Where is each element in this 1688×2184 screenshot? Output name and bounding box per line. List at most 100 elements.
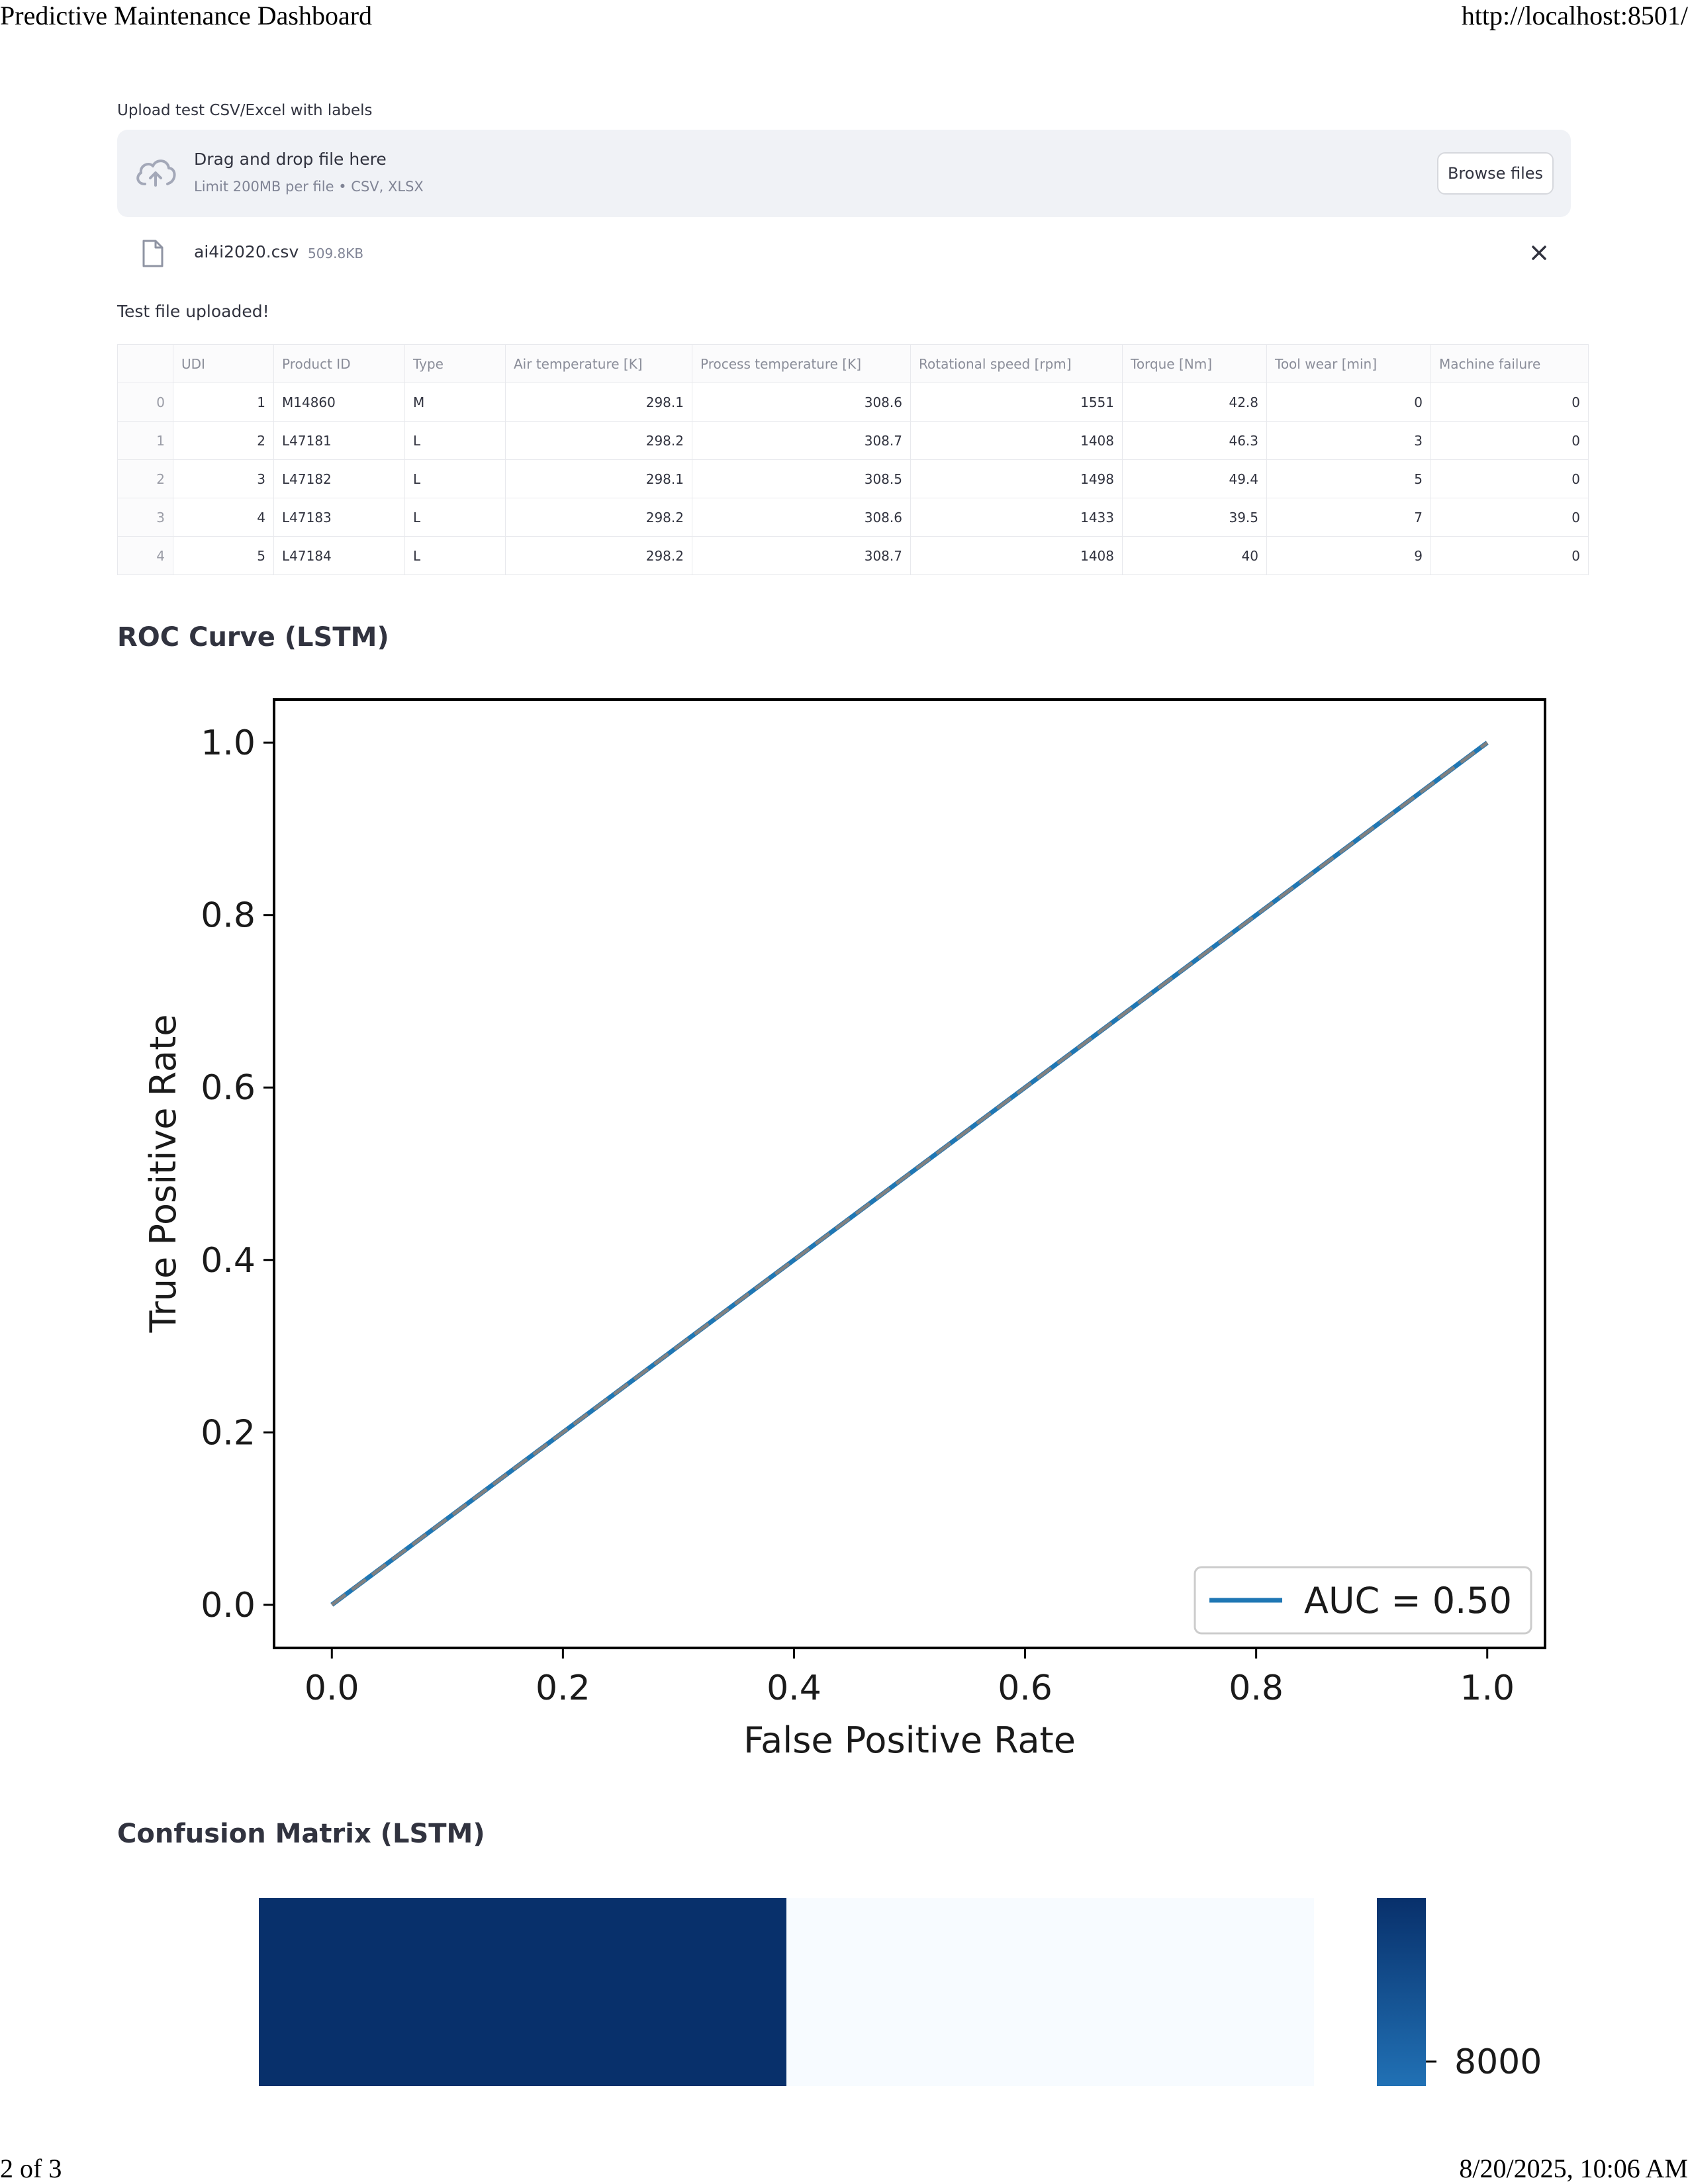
table-cell[interactable]: 308.7 xyxy=(692,421,911,460)
column-header[interactable]: Rotational speed [rpm] xyxy=(910,344,1123,383)
table-cell[interactable]: 4 xyxy=(173,498,274,537)
y-axis-label: True Positive Rate xyxy=(142,1014,184,1333)
table-cell[interactable]: 0 xyxy=(1266,383,1431,422)
table-cell[interactable]: 46.3 xyxy=(1122,421,1267,460)
row-index: 2 xyxy=(117,459,173,498)
table-cell[interactable]: L xyxy=(404,421,506,460)
table-cell[interactable]: 298.1 xyxy=(505,459,692,498)
table-cell[interactable]: 5 xyxy=(173,536,274,575)
uploaded-file-row: ai4i2020.csv 509.8KB xyxy=(117,233,1571,273)
table-cell[interactable]: 1 xyxy=(173,383,274,422)
browse-files-button[interactable]: Browse files xyxy=(1437,152,1554,195)
column-header[interactable]: Machine failure xyxy=(1430,344,1589,383)
table-cell[interactable]: 9 xyxy=(1266,536,1431,575)
table-cell[interactable]: 3 xyxy=(1266,421,1431,460)
table-cell[interactable]: 308.6 xyxy=(692,498,911,537)
column-header[interactable]: Tool wear [min] xyxy=(1266,344,1431,383)
dropzone-limit: Limit 200MB per file • CSV, XLSX xyxy=(194,179,424,195)
column-header[interactable]: Air temperature [K] xyxy=(505,344,692,383)
table-cell[interactable]: L xyxy=(404,536,506,575)
table-cell[interactable]: 5 xyxy=(1266,459,1431,498)
table-cell[interactable]: L xyxy=(404,459,506,498)
table-header-row: UDI Product ID Type Air temperature [K] … xyxy=(117,344,1589,383)
table-cell[interactable]: L47181 xyxy=(273,421,405,460)
column-header[interactable] xyxy=(117,344,173,383)
column-header[interactable]: UDI xyxy=(173,344,274,383)
uploaded-file-size: 509.8KB xyxy=(308,246,364,261)
row-index: 4 xyxy=(117,536,173,575)
close-icon[interactable] xyxy=(1526,240,1552,266)
y-tick-label: 0.0 xyxy=(201,1586,256,1625)
table-cell[interactable]: 1551 xyxy=(910,383,1123,422)
legend-entry: AUC = 0.50 xyxy=(1304,1580,1512,1621)
column-header[interactable]: Product ID xyxy=(273,344,405,383)
table-cell[interactable]: 40 xyxy=(1122,536,1267,575)
table-cell[interactable]: 1408 xyxy=(910,421,1123,460)
table-cell[interactable]: 298.2 xyxy=(505,421,692,460)
x-tick-label: 0.8 xyxy=(1229,1668,1284,1708)
colorbar-tick-label: 8000 xyxy=(1454,2042,1542,2082)
table-cell[interactable]: 1498 xyxy=(910,459,1123,498)
table-cell[interactable]: 0 xyxy=(1430,383,1589,422)
heatmap-cell xyxy=(259,1898,786,2086)
print-header-title: Predictive Maintenance Dashboard xyxy=(0,1,373,30)
table-cell[interactable]: 42.8 xyxy=(1122,383,1267,422)
table-cell[interactable]: 308.6 xyxy=(692,383,911,422)
table-cell[interactable]: 0 xyxy=(1430,536,1589,575)
cm-section-title: Confusion Matrix (LSTM) xyxy=(117,1819,485,1849)
table-row: 3 4 L47183 L 298.2 308.6 1433 39.5 7 0 xyxy=(117,498,1589,537)
dropzone-title: Drag and drop file here xyxy=(194,150,387,169)
column-header[interactable]: Torque [Nm] xyxy=(1122,344,1267,383)
table-cell[interactable]: 0 xyxy=(1430,498,1589,537)
roc-chart: 0.0 0.2 0.4 0.6 0.8 1.0 0.0 0.2 0.4 0.6 0.8 1.0 Fal… xyxy=(142,698,1546,1761)
table-cell[interactable]: 49.4 xyxy=(1122,459,1267,498)
uploader-label: Upload test CSV/Excel with labels xyxy=(117,102,373,119)
table-cell[interactable]: 39.5 xyxy=(1122,498,1267,537)
data-preview-table[interactable]: UDI Product ID Type Air temperature [K] … xyxy=(117,344,1589,575)
uploaded-file-name: ai4i2020.csv xyxy=(194,242,299,261)
table-cell[interactable]: 1408 xyxy=(910,536,1123,575)
table-cell[interactable]: 2 xyxy=(173,421,274,460)
table-cell[interactable]: 298.2 xyxy=(505,498,692,537)
table-cell[interactable]: L47182 xyxy=(273,459,405,498)
table-cell[interactable]: 1433 xyxy=(910,498,1123,537)
table-cell[interactable]: M14860 xyxy=(273,383,405,422)
table-cell[interactable]: 3 xyxy=(173,459,274,498)
table-cell[interactable]: L47183 xyxy=(273,498,405,537)
x-tick-label: 1.0 xyxy=(1460,1668,1515,1708)
table-cell[interactable]: L47184 xyxy=(273,536,405,575)
legend: AUC = 0.50 xyxy=(1194,1566,1532,1635)
table-row: 2 3 L47182 L 298.1 308.5 1498 49.4 5 0 xyxy=(117,459,1589,498)
table-cell[interactable]: 308.7 xyxy=(692,536,911,575)
table-row: 4 5 L47184 L 298.2 308.7 1408 40 9 0 xyxy=(117,536,1589,575)
table-cell[interactable]: L xyxy=(404,498,506,537)
table-cell[interactable]: 308.5 xyxy=(692,459,911,498)
table-cell[interactable]: 7 xyxy=(1266,498,1431,537)
legend-box xyxy=(1194,1566,1532,1635)
row-index: 0 xyxy=(117,383,173,422)
y-tick-label: 0.2 xyxy=(201,1413,256,1453)
y-tick-label: 1.0 xyxy=(201,723,256,763)
y-tick-label: 0.8 xyxy=(201,896,256,936)
table-cell[interactable]: 0 xyxy=(1430,459,1589,498)
row-index: 3 xyxy=(117,498,173,537)
row-index: 1 xyxy=(117,421,173,460)
file-dropzone[interactable]: Drag and drop file here Limit 200MB per … xyxy=(117,130,1571,217)
table-cell[interactable]: 298.2 xyxy=(505,536,692,575)
print-footer-page: 2 of 3 xyxy=(0,2154,62,2183)
heatmap-cell xyxy=(786,1898,1314,2086)
chance-diagonal-line xyxy=(330,741,1489,1606)
x-axis-label: False Positive Rate xyxy=(743,1719,1076,1761)
roc-section-title: ROC Curve (LSTM) xyxy=(117,622,389,653)
column-header[interactable]: Type xyxy=(404,344,506,383)
table-cell[interactable]: 298.1 xyxy=(505,383,692,422)
upload-status-message: Test file uploaded! xyxy=(117,302,269,321)
plot-frame xyxy=(273,698,1546,1649)
column-header[interactable]: Process temperature [K] xyxy=(692,344,911,383)
table-cell[interactable]: 0 xyxy=(1430,421,1589,460)
x-tick-label: 0.0 xyxy=(305,1668,359,1708)
colorbar xyxy=(1377,1898,1426,2086)
table-cell[interactable]: M xyxy=(404,383,506,422)
x-tick-label: 0.4 xyxy=(767,1668,821,1708)
print-header-url: http://localhost:8501/ xyxy=(1461,1,1688,30)
